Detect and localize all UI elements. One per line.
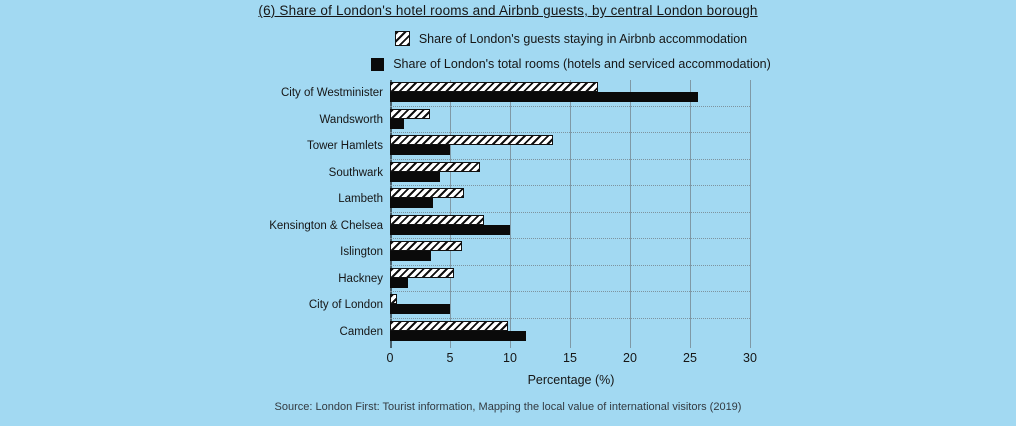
category-label-kensington-chelsea: Kensington & Chelsea (269, 219, 383, 232)
bar-airbnb-wandsworth (390, 108, 430, 119)
x-gridline-5 (450, 80, 451, 348)
bar-rooms-wandsworth (390, 118, 405, 129)
bar-rooms-camden (390, 330, 526, 341)
x-tick-label-20: 20 (623, 351, 637, 365)
x-tick-label-30: 30 (743, 351, 757, 365)
x-axis-label: Percentage (%) (527, 373, 615, 387)
x-gridline-10 (510, 80, 511, 348)
category-label-lambeth: Lambeth (338, 193, 383, 205)
x-tick-label-10: 10 (503, 351, 517, 365)
row-separator (390, 185, 750, 186)
bar-rooms-islington (390, 251, 431, 261)
row-separator (390, 158, 750, 160)
bar-rooms-southwark (390, 171, 441, 182)
bar-rooms-tower-hamlets (390, 145, 450, 155)
bar-rooms-lambeth (390, 198, 434, 208)
category-label-city-of-london: City of London (308, 299, 383, 311)
legend-item-airbnb: Share of London's guests staying in Airb… (126, 31, 1016, 46)
bar-airbnb-southwark (390, 161, 480, 172)
category-label-camden: Camden (339, 325, 383, 338)
category-label-hackney: Hackney (338, 272, 383, 285)
x-tick-label-25: 25 (683, 351, 697, 365)
bar-airbnb-kensington-chelsea (390, 214, 484, 225)
bar-airbnb-islington (390, 241, 462, 251)
chart-title: (6) Share of London's hotel rooms and Ai… (258, 3, 758, 18)
bar-rooms-city-of-westminister (390, 92, 699, 102)
x-gridline-15 (570, 80, 571, 348)
row-separator (390, 238, 750, 239)
legend-label-airbnb: Share of London's guests staying in Airb… (418, 31, 748, 46)
x-tick-label-0: 0 (386, 351, 394, 365)
x-gridline-30 (750, 80, 751, 348)
category-label-islington: Islington (340, 246, 383, 258)
bar-airbnb-hackney (390, 267, 454, 278)
legend-swatch-airbnb-hatched (394, 31, 410, 46)
bar-rooms-city-of-london (390, 304, 450, 314)
category-label-city-of-westminister: City of Westminister (280, 87, 383, 99)
legend-label-rooms: Share of London's total rooms (hotels an… (393, 57, 771, 71)
bar-airbnb-camden (390, 320, 508, 331)
bar-airbnb-tower-hamlets (390, 135, 554, 145)
row-separator (390, 211, 750, 213)
x-gridline-20 (630, 80, 631, 348)
source-note: Source: London First: Tourist informatio… (274, 401, 742, 413)
bar-rooms-hackney (390, 277, 408, 288)
x-gridline-25 (690, 80, 691, 348)
bar-airbnb-city-of-westminister (390, 82, 598, 92)
category-label-wandsworth: Wandsworth (319, 113, 384, 126)
bar-airbnb-city-of-london (390, 294, 398, 304)
x-tick-label-5: 5 (446, 351, 454, 365)
bar-rooms-kensington-chelsea (390, 224, 510, 235)
legend-item-rooms: Share of London's total rooms (hotels an… (126, 57, 1016, 71)
y-axis-line (390, 80, 392, 348)
row-separator (390, 291, 750, 292)
row-separator (390, 105, 750, 107)
row-separator (390, 264, 750, 266)
category-label-southwark: Southwark (328, 166, 383, 179)
bar-airbnb-lambeth (390, 188, 465, 198)
category-label-tower-hamlets: Tower Hamlets (306, 140, 383, 152)
row-separator (390, 317, 750, 319)
x-tick-label-15: 15 (563, 351, 577, 365)
legend-swatch-rooms-solid (371, 57, 385, 71)
row-separator (390, 132, 750, 133)
